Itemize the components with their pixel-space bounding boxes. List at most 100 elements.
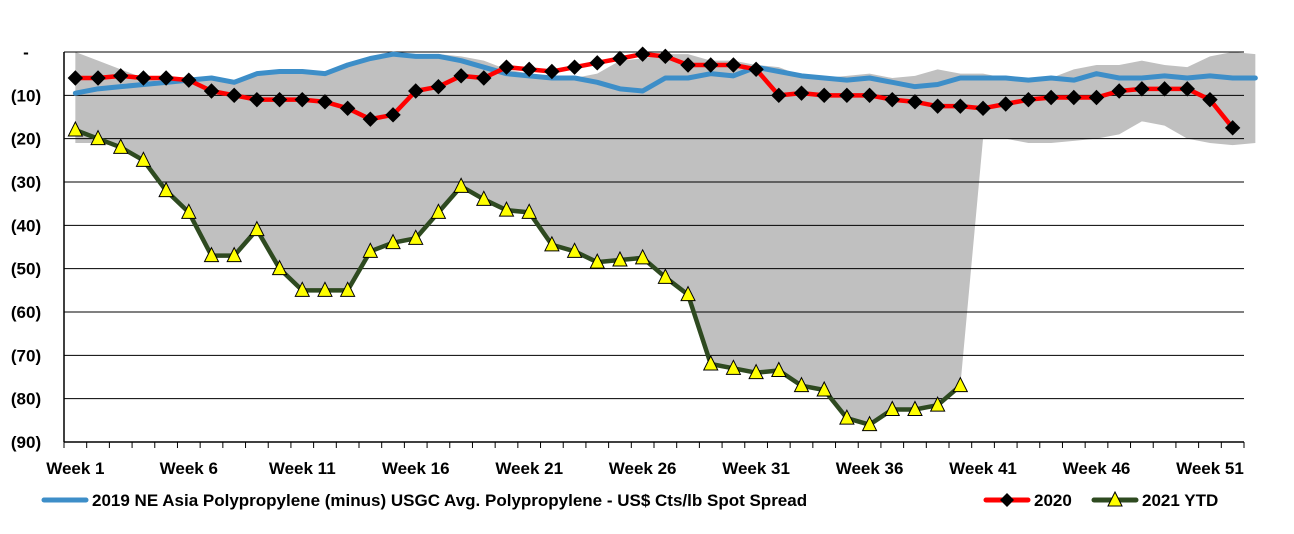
diamond-marker	[929, 98, 946, 114]
triangle-marker	[839, 409, 855, 425]
diamond-marker	[793, 85, 810, 101]
legend-item-1: 2019 NE Asia Polypropylene (minus) USGC …	[41, 491, 807, 510]
x-tick-label: Week 31	[722, 459, 790, 478]
triangle-marker	[385, 233, 401, 250]
x-tick-label: Week 36	[836, 459, 904, 478]
triangle-marker	[657, 268, 674, 284]
y-tick-label: (40)	[11, 216, 41, 235]
triangle-marker	[67, 120, 84, 137]
legend: 2019 NE Asia Polypropylene (minus) USGC …	[41, 490, 1218, 510]
diamond-marker	[861, 87, 878, 104]
diamond-marker	[521, 61, 537, 78]
triangle-marker	[498, 201, 515, 217]
diamond-marker	[884, 91, 900, 108]
x-tick-label: Week 1	[46, 459, 104, 478]
axes: - (10) (20) (30) (40) (50) (60) (70) (80) (90) Wee…	[11, 43, 1245, 478]
diamond-marker	[339, 100, 356, 117]
diamond-marker	[634, 46, 651, 62]
diamond-marker	[226, 87, 242, 104]
min-max-range-band	[75, 52, 1256, 425]
y-tick-label: (30)	[11, 173, 41, 192]
diamond-marker	[1088, 89, 1105, 106]
diamond-marker	[907, 94, 923, 110]
y-tick-label: (50)	[11, 260, 41, 279]
triangle-marker	[793, 376, 810, 393]
triangle-marker	[226, 246, 243, 263]
triangle-marker	[203, 246, 220, 263]
diamond-marker	[544, 63, 560, 80]
legend-label: 2021 YTD	[1142, 491, 1218, 510]
series-1	[72, 51, 1258, 96]
x-tick-label: Week 16	[382, 459, 450, 478]
triangle-marker	[339, 281, 356, 297]
y-tick-label: -	[23, 43, 29, 62]
triangle-marker	[634, 248, 651, 265]
x-tick-label: Week 11	[269, 459, 336, 478]
diamond-marker	[181, 72, 197, 88]
diamond-marker	[408, 83, 424, 99]
triangle-marker	[271, 259, 288, 276]
diamond-marker	[839, 87, 855, 104]
series-line	[72, 51, 1258, 96]
triangle-marker	[748, 363, 764, 380]
triangle-marker	[589, 253, 606, 269]
x-tick-label: Week 46	[1063, 459, 1131, 478]
x-tick-label: Week 21	[495, 459, 563, 478]
diamond-marker	[1134, 81, 1150, 97]
diamond-marker	[612, 50, 628, 67]
diamond-marker	[1179, 81, 1195, 97]
triangle-marker	[612, 250, 628, 267]
diamond-marker	[748, 61, 764, 78]
series-layer	[67, 46, 1258, 432]
diamond-marker	[816, 87, 832, 104]
diamond-marker	[67, 70, 84, 86]
triangle-marker	[907, 400, 923, 416]
diamond-marker	[317, 94, 333, 110]
diamond-marker	[725, 57, 742, 73]
triangle-marker	[521, 203, 538, 219]
diamond-marker	[1043, 89, 1059, 106]
diamond-marker	[1224, 120, 1241, 136]
series-3	[67, 120, 969, 432]
diamond-marker	[975, 100, 991, 117]
triangle-marker	[362, 242, 379, 258]
diamond-marker	[135, 70, 152, 86]
legend-item-3: 2021 YTD	[1091, 490, 1218, 510]
legend-label: 2019 NE Asia Polypropylene (minus) USGC …	[92, 491, 807, 510]
triangle-marker	[317, 281, 333, 297]
series-line	[73, 127, 963, 427]
diamond-marker	[657, 48, 674, 65]
triangle-marker	[861, 415, 878, 432]
triangle-marker	[475, 190, 492, 206]
triangle-marker	[180, 203, 197, 219]
triangle-marker	[725, 359, 742, 375]
triangle-marker	[544, 235, 560, 252]
triangle-marker	[135, 151, 152, 167]
diamond-marker	[771, 87, 787, 104]
y-tick-label: (90)	[11, 433, 41, 452]
triangle-marker	[566, 242, 583, 258]
diamond-marker	[952, 98, 969, 114]
legend-diamond-marker	[1000, 493, 1014, 507]
diamond-marker	[90, 70, 106, 86]
diamond-marker	[998, 96, 1014, 112]
triangle-marker	[112, 138, 129, 154]
x-tick-label: Week 26	[609, 459, 677, 478]
y-tick-label: (60)	[11, 303, 41, 322]
diamond-marker	[113, 68, 129, 84]
diamond-marker	[362, 111, 379, 127]
triangle-marker	[158, 181, 174, 198]
triangle-marker	[680, 285, 696, 302]
triangle-marker	[453, 177, 469, 193]
diamond-marker	[271, 91, 288, 108]
triangle-marker	[702, 354, 719, 371]
diamond-marker	[1202, 91, 1218, 108]
legend-label: 2020	[1034, 491, 1072, 510]
x-tick-label: Week 6	[160, 459, 218, 478]
diamond-marker	[203, 83, 220, 99]
series-2	[67, 46, 1241, 136]
triangle-marker	[249, 220, 265, 237]
y-tick-label: (20)	[11, 130, 41, 149]
